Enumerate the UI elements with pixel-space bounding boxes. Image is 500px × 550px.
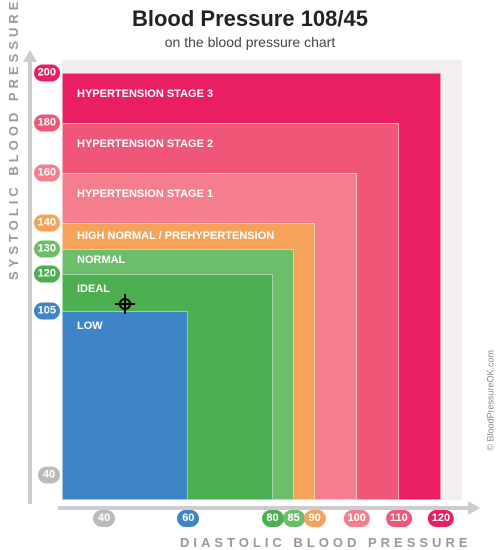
y-tick: 105 [34,303,60,320]
y-tick: 180 [34,114,60,131]
zone-label: HYPERTENSION STAGE 2 [77,138,213,150]
y-axis-arrow [28,60,32,504]
y-tick: 130 [34,240,60,257]
zone-label: HYPERTENSION STAGE 3 [77,88,213,100]
y-axis: 200 180 160 140 130 120 105 40 [34,60,62,500]
reading-marker [115,294,135,314]
chart-subtitle: on the blood pressure chart [0,34,500,50]
x-tick: 85 [283,510,305,527]
chart-title: Blood Pressure 108/45 [0,6,500,32]
x-axis-label: DIASTOLIC BLOOD PRESSURE [180,535,472,550]
x-tick: 110 [386,510,412,527]
x-tick: 120 [428,510,454,527]
y-axis-label: SYSTOLIC BLOOD PRESSURE [6,0,21,280]
y-tick: 140 [34,215,60,232]
y-tick: 120 [34,265,60,282]
zone-label: HIGH NORMAL / PREHYPERTENSION [77,230,274,242]
y-tick: 200 [34,64,60,81]
y-tick: 160 [34,165,60,182]
credit-text: © BloodPressureOK.com [486,350,496,451]
zone-low: LOW [62,311,188,500]
x-tick: 90 [304,510,326,527]
x-tick: 40 [93,510,115,527]
zone-label: IDEAL [77,283,110,295]
chart-area: HYPERTENSION STAGE 3 HYPERTENSION STAGE 2… [62,60,462,500]
y-tick: 40 [38,466,60,483]
x-axis: 40 60 808590 100 110 120 [62,508,462,536]
x-tick: 100 [344,510,370,527]
x-tick: 60 [177,510,199,527]
zone-label: HYPERTENSION STAGE 1 [77,188,213,200]
title-block: Blood Pressure 108/45 on the blood press… [0,0,500,50]
zone-label: NORMAL [77,254,125,266]
x-tick: 80 [262,510,284,527]
zone-label: LOW [77,320,103,332]
